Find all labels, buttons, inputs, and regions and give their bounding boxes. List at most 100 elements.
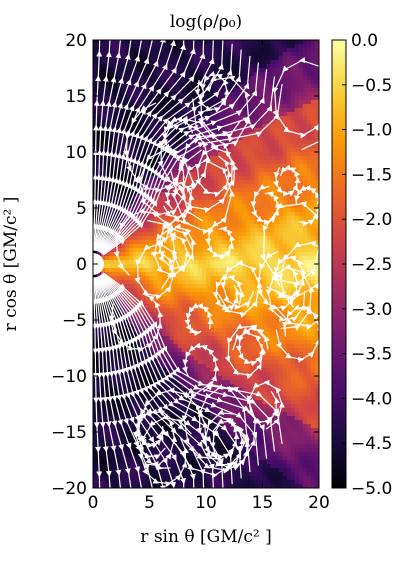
heatmap-cell [193, 320, 199, 325]
heatmap-cell [206, 168, 211, 173]
heatmap-cell [125, 112, 130, 117]
heatmap-cell [230, 348, 235, 353]
heatmap-cell [177, 104, 183, 109]
heatmap-cell [121, 472, 126, 477]
heatmap-cell [270, 292, 276, 297]
heatmap-cell [270, 264, 276, 269]
heatmap-cell [153, 280, 158, 285]
heatmap-cell [238, 200, 243, 205]
heatmap-cell [258, 84, 263, 89]
heatmap-cell [262, 168, 267, 173]
heatmap-cell [149, 260, 154, 265]
heatmap-cell [230, 64, 235, 69]
heatmap-cell [266, 228, 271, 233]
heatmap-cell [242, 200, 247, 205]
heatmap-cell [226, 56, 231, 61]
heatmap-cell [109, 248, 114, 253]
heatmap-cell [266, 68, 271, 73]
heatmap-cell [246, 152, 251, 157]
heatmap-cell [270, 220, 276, 225]
heatmap-cell [169, 300, 175, 305]
heatmap-cell [153, 288, 158, 293]
heatmap-cell [226, 456, 231, 461]
heatmap-cell [270, 248, 276, 253]
heatmap-cell [266, 88, 271, 93]
heatmap-cell [210, 184, 215, 189]
heatmap-cell [125, 452, 130, 457]
heatmap-cell [133, 452, 138, 457]
heatmap-cell [129, 240, 134, 245]
heatmap-cell [230, 408, 235, 413]
heatmap-cell [97, 100, 102, 105]
heatmap-cell [145, 264, 150, 269]
heatmap-cell [206, 276, 211, 281]
heatmap-cell [105, 480, 110, 485]
heatmap-cell [218, 244, 223, 249]
heatmap-cell [129, 60, 134, 65]
heatmap-cell [242, 212, 247, 217]
heatmap-cell [141, 92, 146, 97]
heatmap-cell [206, 92, 211, 97]
heatmap-cell [197, 376, 203, 381]
heatmap-cell [105, 428, 110, 433]
heatmap-cell [246, 312, 251, 317]
heatmap-cell [230, 208, 235, 213]
heatmap-cell [201, 320, 207, 325]
heatmap-cell [193, 160, 199, 165]
heatmap-cell [214, 312, 219, 317]
heatmap-cell [201, 480, 207, 485]
heatmap-cell [262, 172, 267, 177]
heatmap-cell [246, 248, 251, 253]
heatmap-cell [125, 480, 130, 485]
heatmap-cell [185, 48, 191, 53]
heatmap-cell [193, 208, 199, 213]
heatmap-cell [242, 352, 247, 357]
heatmap-cell [185, 472, 191, 477]
heatmap-cell [226, 424, 231, 429]
heatmap-cell [262, 404, 267, 409]
heatmap-cell [109, 72, 114, 77]
heatmap-cell [254, 164, 259, 169]
heatmap-cell [258, 456, 263, 461]
heatmap-cell [165, 40, 171, 45]
heatmap-cell [238, 156, 243, 161]
heatmap-cell [113, 256, 118, 261]
heatmap-cell [266, 48, 271, 53]
heatmap-cell [234, 236, 239, 241]
heatmap-cell [181, 292, 187, 297]
heatmap-cell [185, 360, 191, 365]
heatmap-cell [258, 376, 263, 381]
heatmap-cell [177, 248, 183, 253]
heatmap-cell [189, 68, 195, 73]
heatmap-cell [193, 356, 199, 361]
heatmap-cell [173, 88, 179, 93]
heatmap-cell [105, 40, 110, 45]
heatmap-cell [250, 148, 255, 153]
heatmap-cell [153, 264, 158, 269]
heatmap-cell [177, 364, 183, 369]
heatmap-cell [206, 48, 211, 53]
heatmap-cell [254, 344, 259, 349]
heatmap-cell [222, 348, 227, 353]
heatmap-cell [141, 264, 146, 269]
heatmap-cell [214, 116, 219, 121]
heatmap-cell [93, 64, 98, 69]
heatmap-cell [141, 268, 146, 273]
heatmap-cell [266, 96, 271, 101]
heatmap-cell [254, 380, 259, 385]
heatmap-cell [262, 160, 267, 165]
heatmap-cell [262, 120, 267, 125]
heatmap-cell [157, 68, 163, 73]
heatmap-cell [201, 376, 207, 381]
heatmap-cell [230, 432, 235, 437]
heatmap-cell [201, 352, 207, 357]
heatmap-cell [105, 260, 110, 265]
heatmap-cell [262, 308, 267, 313]
heatmap-cell [258, 152, 263, 157]
heatmap-cell [218, 40, 223, 45]
heatmap-cell [238, 252, 243, 257]
heatmap-cell [234, 224, 239, 229]
heatmap-cell [181, 332, 187, 337]
heatmap-cell [121, 44, 126, 49]
heatmap-cell [242, 148, 247, 153]
